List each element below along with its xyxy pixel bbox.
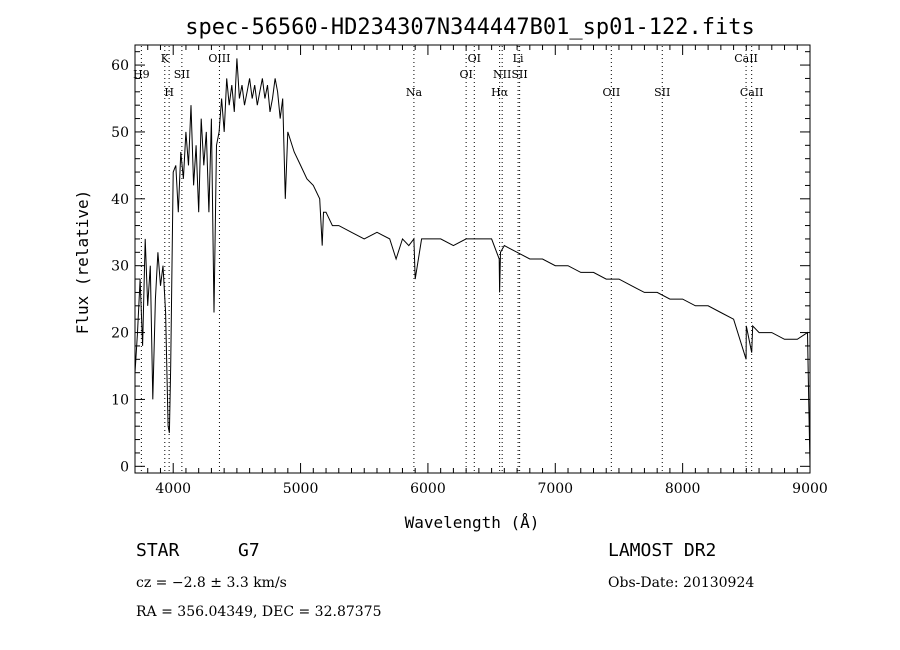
line-marker-label: Na [406,86,423,99]
line-marker-label: SII [654,86,670,99]
line-marker-label: SII [174,68,190,81]
y-tick-label: 60 [111,58,129,74]
y-tick-label: 50 [111,125,129,141]
y-tick-label: 30 [111,259,129,275]
x-axis-ticks: 4000 5000 6000 7000 8000 9000 [134,45,828,497]
line-marker-label: Hα [491,86,509,99]
subclass-label: G7 [238,540,260,561]
line-marker-label: CaII [734,52,758,65]
line-marker-label: K [161,52,170,65]
line-marker-label: OI [459,68,472,81]
cz-label: cz = −2.8 ± 3.3 km/s [136,575,287,591]
x-tick-label: 8000 [665,481,701,497]
line-marker-label: OI [468,52,481,65]
line-marker-label: H [164,86,174,99]
y-tick-label: 40 [111,192,129,208]
plot-frame [134,44,811,474]
y-axis-label: Flux (relative) [73,190,92,335]
coords-label: RA = 356.04349, DEC = 32.87375 [136,604,382,620]
chart-title: spec-56560-HD234307N344447B01_sp01-122.f… [185,15,755,40]
survey-label: LAMOST DR2 [608,540,717,561]
x-tick-label: 7000 [537,481,573,497]
y-tick-label: 10 [111,392,129,408]
x-tick-label: 4000 [155,481,191,497]
line-marker-label: OII [602,86,620,99]
y-tick-label: 20 [111,326,129,342]
x-axis-label: Wavelength (Å) [405,513,540,532]
x-tick-label: 6000 [410,481,446,497]
spectrum-line [134,58,811,467]
x-tick-label: 9000 [792,481,828,497]
line-marker-label: SII [512,68,528,81]
class-label: STAR [136,540,180,561]
obs-date-label: Obs-Date: 20130924 [608,575,755,591]
line-marker-label: H9 [133,68,150,81]
line-marker-label: Li [513,52,524,65]
x-tick-label: 5000 [283,481,319,497]
y-tick-label: 0 [120,459,129,475]
line-marker-label: OIII [208,52,230,65]
y-axis-ticks: 0 10 20 30 40 50 60 [111,51,810,475]
line-marker-label: NII [493,68,511,81]
line-marker-label: CaII [740,86,764,99]
